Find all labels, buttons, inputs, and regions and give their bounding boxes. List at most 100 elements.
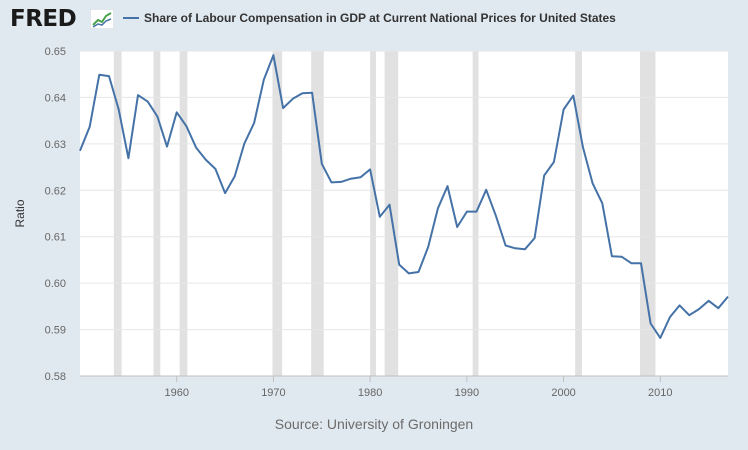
recession-band: [153, 51, 161, 376]
x-tick-label: 1970: [261, 387, 285, 399]
data-point: [185, 125, 187, 127]
data-point: [350, 178, 352, 180]
legend-series-label[interactable]: Share of Labour Compensation in GDP at C…: [144, 11, 616, 25]
data-point: [253, 122, 255, 124]
y-tick-label: 0.65: [45, 46, 66, 58]
y-tick-label: 0.58: [45, 371, 66, 383]
data-point: [601, 202, 603, 204]
data-point: [176, 111, 178, 113]
y-tick-label: 0.61: [45, 232, 66, 244]
recession-band: [272, 51, 283, 376]
chart-header: FRED Share of Labour Compensation in GDP…: [0, 0, 748, 40]
data-point: [553, 161, 555, 163]
data-point: [147, 101, 149, 103]
data-point: [263, 79, 265, 81]
data-point: [79, 150, 81, 152]
data-point: [359, 176, 361, 178]
data-point: [698, 308, 700, 310]
data-point: [582, 146, 584, 148]
data-point: [611, 255, 613, 257]
data-point: [127, 157, 129, 159]
data-point: [640, 262, 642, 264]
x-tick-label: 1990: [455, 387, 479, 399]
data-point: [592, 182, 594, 184]
recession-band: [113, 51, 122, 376]
recession-band: [575, 51, 582, 376]
x-tick-label: 1980: [358, 387, 382, 399]
data-point: [311, 92, 313, 94]
x-tick-label: 1960: [164, 387, 188, 399]
data-point: [572, 95, 574, 97]
data-point: [717, 307, 719, 309]
data-point: [195, 147, 197, 149]
y-tick-label: 0.60: [45, 278, 66, 290]
data-point: [427, 246, 429, 248]
data-point: [89, 126, 91, 128]
data-point: [272, 54, 274, 56]
data-point: [137, 94, 139, 96]
data-point: [379, 216, 381, 218]
y-tick-label: 0.59: [45, 325, 66, 337]
data-point: [205, 159, 207, 161]
fred-logo[interactable]: FRED: [10, 6, 77, 32]
data-point: [476, 211, 478, 213]
y-tick-label: 0.62: [45, 185, 66, 197]
data-point: [398, 264, 400, 266]
data-point: [534, 237, 536, 239]
data-point: [98, 74, 100, 76]
data-point: [659, 337, 661, 339]
plot-area: [80, 51, 728, 376]
data-point: [166, 146, 168, 148]
data-point: [688, 314, 690, 316]
recession-band: [311, 51, 324, 376]
data-point: [466, 211, 468, 213]
recession-band: [639, 51, 656, 376]
data-point: [388, 204, 390, 206]
data-point: [282, 107, 284, 109]
data-point: [495, 215, 497, 217]
data-point: [214, 168, 216, 170]
data-point: [108, 75, 110, 77]
data-point: [543, 174, 545, 176]
y-tick-label: 0.64: [45, 92, 66, 104]
data-point: [330, 181, 332, 183]
legend-series-swatch: [123, 17, 139, 19]
data-point: [118, 109, 120, 111]
data-point: [679, 304, 681, 306]
x-tick-label: 2010: [648, 387, 672, 399]
data-point: [456, 226, 458, 228]
data-point: [156, 115, 158, 117]
data-point: [563, 109, 565, 111]
fred-logo-graph-icon: [90, 9, 114, 29]
data-point: [505, 245, 507, 247]
series-line: [79, 54, 729, 339]
data-point: [524, 248, 526, 250]
data-point: [301, 92, 303, 94]
data-point: [224, 192, 226, 194]
data-point: [418, 271, 420, 273]
y-tick-label: 0.63: [45, 139, 66, 151]
data-point: [340, 181, 342, 183]
data-point: [630, 262, 632, 264]
data-point: [708, 300, 710, 302]
recession-band: [179, 51, 188, 376]
data-point: [369, 168, 371, 170]
source-note: Source: University of Groningen: [274, 416, 474, 432]
data-point: [621, 256, 623, 258]
data-point: [447, 185, 449, 187]
data-point: [243, 142, 245, 144]
y-axis-label: Ratio: [13, 199, 27, 227]
data-point: [408, 272, 410, 274]
data-point: [485, 189, 487, 191]
recession-band: [370, 51, 376, 376]
x-tick-label: 2000: [551, 387, 575, 399]
data-point: [650, 323, 652, 325]
data-point: [234, 175, 236, 177]
data-point: [292, 98, 294, 100]
data-point: [669, 316, 671, 318]
recession-band: [472, 51, 479, 376]
data-point: [727, 296, 729, 298]
data-point: [514, 247, 516, 249]
data-point: [437, 207, 439, 209]
